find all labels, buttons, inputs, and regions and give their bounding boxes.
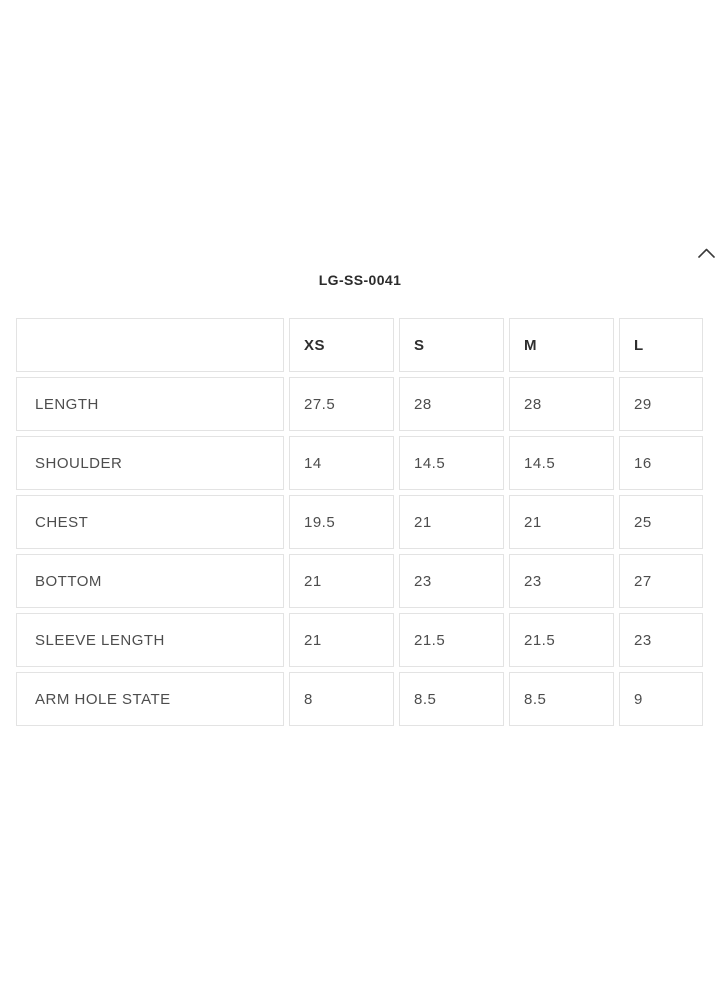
measurement-value: 14.5	[399, 436, 504, 490]
measurement-value: 29	[619, 377, 703, 431]
measurement-value: 25	[619, 495, 703, 549]
measurement-value: 19.5	[289, 495, 394, 549]
measurement-value: 21.5	[399, 613, 504, 667]
measurement-value: 21	[289, 554, 394, 608]
measurement-value: 21.5	[509, 613, 614, 667]
measurement-value: 9	[619, 672, 703, 726]
size-column-header-xs: XS	[289, 318, 394, 372]
measurement-value: 8.5	[399, 672, 504, 726]
measurement-value: 28	[509, 377, 614, 431]
measurement-label: SLEEVE LENGTH	[16, 613, 284, 667]
measurement-value: 23	[509, 554, 614, 608]
measurement-value: 21	[289, 613, 394, 667]
measurement-label: LENGTH	[16, 377, 284, 431]
measurement-value: 14.5	[509, 436, 614, 490]
measurement-label: BOTTOM	[16, 554, 284, 608]
table-row-length: LENGTH 27.5 28 28 29	[16, 377, 703, 431]
product-code-title: LG-SS-0041	[318, 272, 402, 288]
measurement-label: CHEST	[16, 495, 284, 549]
chevron-up-icon[interactable]	[697, 246, 720, 260]
measurement-column-spacer	[16, 318, 284, 372]
size-header-row: XS S M L	[16, 318, 703, 372]
size-column-header-l: L	[619, 318, 703, 372]
measurement-value: 23	[619, 613, 703, 667]
measurement-value: 27.5	[289, 377, 394, 431]
table-row-shoulder: SHOULDER 14 14.5 14.5 16	[16, 436, 703, 490]
measurement-value: 8.5	[509, 672, 614, 726]
measurement-value: 23	[399, 554, 504, 608]
measurement-value: 14	[289, 436, 394, 490]
table-row-sleeve-length: SLEEVE LENGTH 21 21.5 21.5 23	[16, 613, 703, 667]
table-row-chest: CHEST 19.5 21 21 25	[16, 495, 703, 549]
size-column-header-s: S	[399, 318, 504, 372]
measurement-value: 27	[619, 554, 703, 608]
measurement-value: 28	[399, 377, 504, 431]
measurement-value: 21	[399, 495, 504, 549]
table-row-bottom: BOTTOM 21 23 23 27	[16, 554, 703, 608]
measurement-label: ARM HOLE STATE	[16, 672, 284, 726]
table-row-arm-hole-state: ARM HOLE STATE 8 8.5 8.5 9	[16, 672, 703, 726]
size-column-header-m: M	[509, 318, 614, 372]
size-chart-table: XS S M L LENGTH 27.5 28 28 29 SHOULDER 1…	[11, 313, 708, 731]
measurement-label: SHOULDER	[16, 436, 284, 490]
measurement-value: 8	[289, 672, 394, 726]
measurement-value: 16	[619, 436, 703, 490]
measurement-value: 21	[509, 495, 614, 549]
